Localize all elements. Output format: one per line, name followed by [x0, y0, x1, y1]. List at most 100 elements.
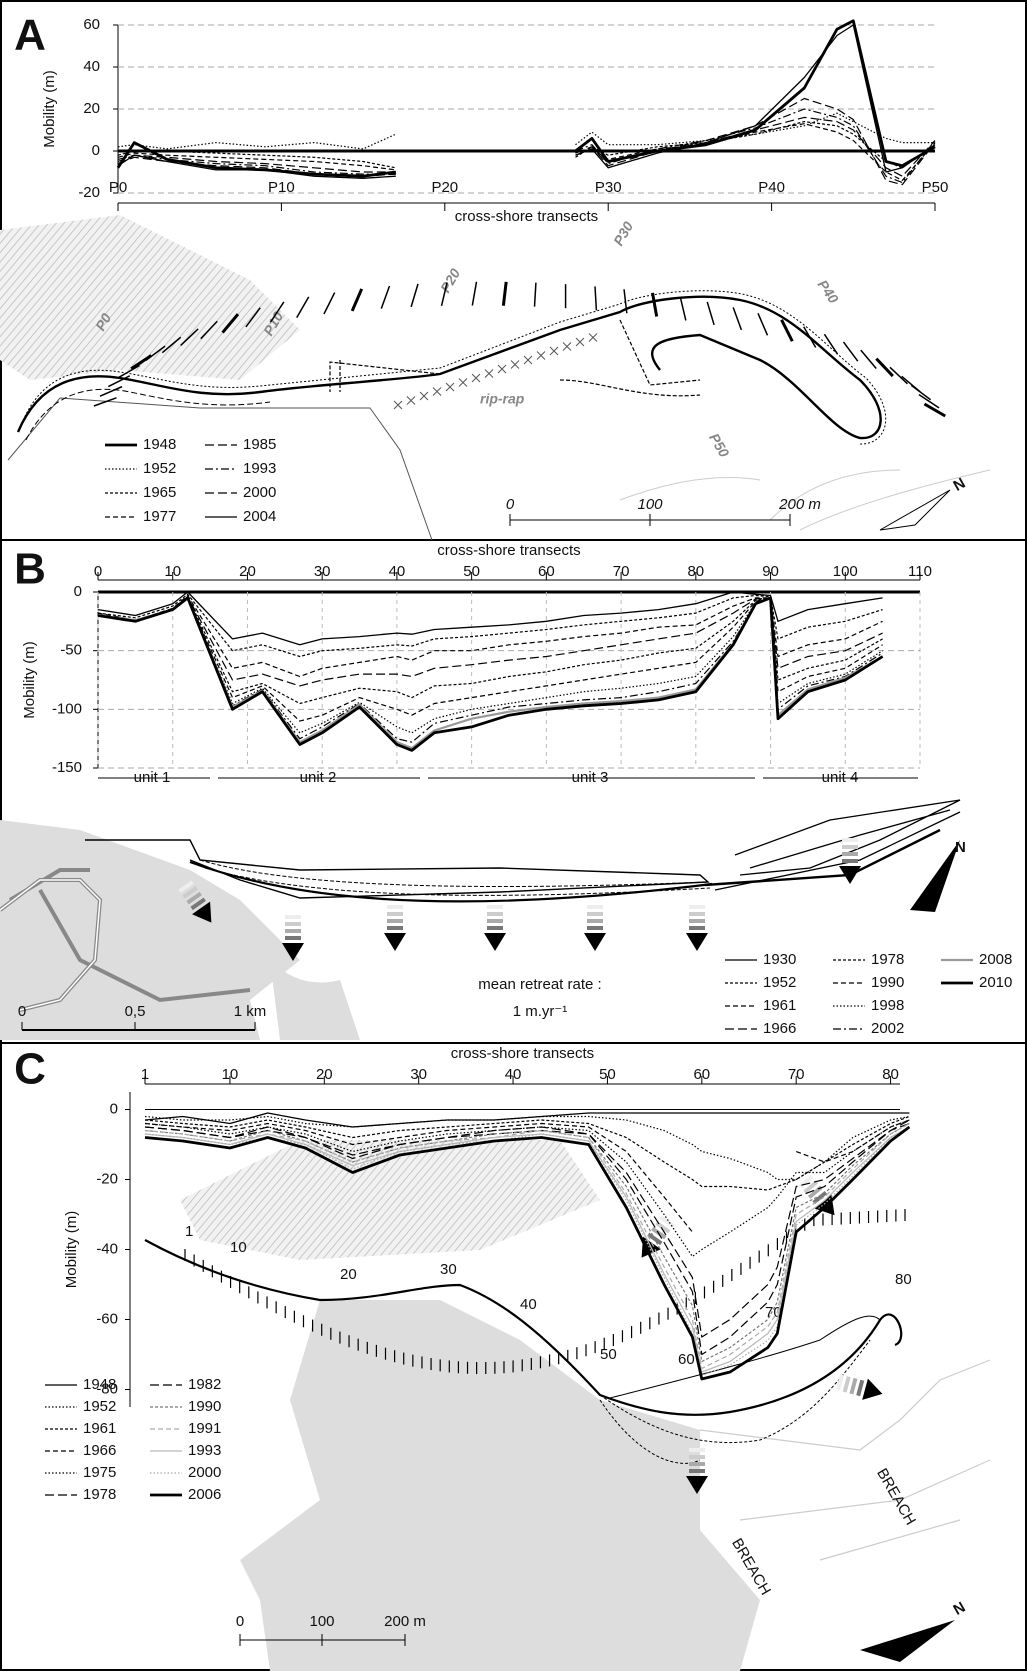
retreat-arrow: [584, 905, 606, 951]
legend-label: 1948: [83, 1376, 116, 1393]
arrow-dash: [842, 852, 858, 856]
x-tick-label: 90: [762, 563, 779, 580]
transect-tick: [860, 349, 877, 370]
transect-tick: [410, 283, 419, 308]
riprap: [562, 342, 572, 351]
x-tick-label: 0: [94, 563, 102, 580]
transect-tick: [923, 402, 946, 418]
legend-label: 1985: [243, 436, 276, 453]
panel-label: A: [14, 11, 46, 60]
north-label: N: [955, 839, 966, 856]
x-tick-label: P20: [431, 179, 458, 196]
arrow-dash: [842, 1376, 851, 1393]
legend-label: 1952: [143, 460, 176, 477]
y-tick-label: -80: [96, 1380, 118, 1397]
arrow-dash: [487, 919, 503, 923]
scale-label: 1 km: [234, 1003, 267, 1020]
arrow-head: [686, 933, 708, 951]
legend-label: 1930: [763, 951, 796, 968]
y-tick-label: -40: [96, 1240, 118, 1257]
transect-label: 50: [600, 1346, 617, 1363]
arrow-dash: [387, 926, 403, 930]
arrow-dash: [842, 859, 858, 863]
transect-label: P40: [815, 277, 843, 307]
transect-tick: [651, 292, 659, 317]
riprap: [471, 373, 481, 383]
map-b: mean retreat rate : 1 m.yr⁻¹ 0 0,5 1 km …: [0, 799, 966, 1040]
arrow-head: [862, 1378, 883, 1400]
transect-tick: [875, 357, 894, 378]
arrow-dash: [842, 838, 858, 842]
arrow-dash: [587, 912, 603, 916]
transect-label: 40: [520, 1296, 537, 1313]
transect-tick: [99, 385, 123, 397]
legend-label: 1952: [763, 974, 796, 991]
arrow-head: [384, 933, 406, 951]
legend-label: 1991: [188, 1420, 221, 1437]
arrow-dash: [803, 1180, 819, 1194]
arrow-dash: [487, 912, 503, 916]
x-tick-label: 1: [141, 1066, 149, 1083]
transect-tick: [130, 354, 153, 370]
legend-label: 2010: [979, 974, 1012, 991]
legend-label: 2000: [188, 1464, 221, 1481]
series-line: [117, 123, 936, 181]
riprap: [575, 337, 585, 347]
arrow-dash: [186, 891, 202, 905]
legend-label: 1966: [83, 1442, 116, 1459]
transect-tick: [889, 366, 908, 385]
series-line: [117, 116, 936, 177]
legend-label: 1990: [188, 1398, 221, 1415]
arrow-head: [192, 901, 212, 923]
x-tick-label: 20: [316, 1066, 333, 1083]
x-tick-label: 30: [314, 563, 331, 580]
scale-label: 0,5: [125, 1003, 146, 1020]
transect-label: 60: [678, 1351, 695, 1368]
series-line: [117, 108, 936, 184]
x-tick-label: P0: [109, 179, 127, 196]
arrow-dash: [178, 880, 194, 893]
arrow-head: [839, 866, 861, 884]
x-axis-title: cross-shore transects: [451, 1045, 594, 1062]
x-tick-label: P10: [268, 179, 295, 196]
series-line: [97, 596, 884, 752]
x-tick-label: 50: [599, 1066, 616, 1083]
x-tick-label: 40: [505, 1066, 522, 1083]
series-line: [116, 19, 936, 178]
scale-label: 0: [18, 1003, 26, 1020]
y-axis-title: Mobility (m): [63, 1211, 80, 1289]
x-tick-label: 80: [687, 563, 704, 580]
series-line: [144, 1119, 910, 1338]
series-line: [97, 594, 883, 678]
transect-label: 1: [185, 1223, 193, 1240]
series-line: [144, 1122, 910, 1356]
legend-label: 1982: [188, 1376, 221, 1393]
transect-tick: [323, 292, 336, 315]
legend-label: 1993: [243, 460, 276, 477]
transect-tick: [623, 289, 628, 314]
arrow-dash: [182, 886, 198, 899]
y-tick-label: -60: [96, 1310, 118, 1327]
units: unit 1 unit 2 unit 3 unit 4: [98, 769, 918, 786]
panel-label: C: [14, 1045, 46, 1094]
x-tick-label: 100: [833, 563, 858, 580]
riprap: [406, 396, 416, 405]
arrow-dash: [387, 919, 403, 923]
series-line: [144, 1122, 910, 1370]
x-tick-label: P30: [595, 179, 622, 196]
arrow-head: [584, 933, 606, 951]
transect-tick: [180, 328, 199, 346]
y-axis-title: Mobility (m): [21, 641, 38, 719]
riprap: [510, 360, 520, 369]
transect-tick: [221, 313, 240, 334]
arrow-dash: [689, 1469, 705, 1473]
arrow-dash: [835, 1374, 844, 1391]
scale-label: 100: [309, 1613, 334, 1630]
scale-label: 200 m: [778, 496, 821, 513]
arrow-head: [282, 943, 304, 961]
arrow-dash: [285, 922, 301, 926]
legend-label: 2006: [188, 1486, 221, 1503]
scale-label: 0: [506, 496, 515, 513]
arrow-dash: [689, 905, 705, 909]
transect-tick: [706, 301, 715, 326]
